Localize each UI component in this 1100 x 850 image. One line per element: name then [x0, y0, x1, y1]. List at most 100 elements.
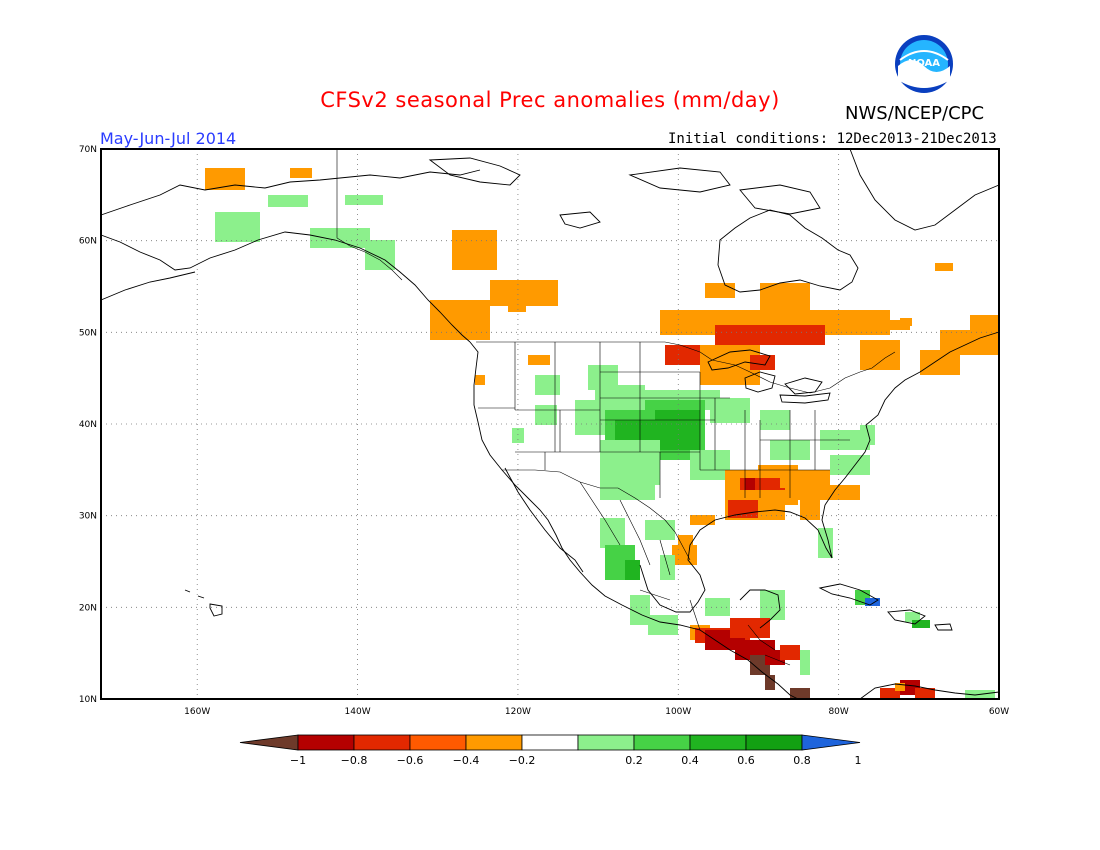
season-label: May-Jun-Jul 2014 — [100, 129, 237, 148]
anomaly-cell — [655, 410, 700, 450]
anomaly-cell — [535, 405, 557, 425]
anomaly-cell — [268, 195, 308, 207]
anomaly-cell — [818, 528, 833, 558]
anomaly-cell — [508, 300, 526, 312]
anomaly-cell — [715, 325, 825, 345]
colorbar-swatch — [465, 734, 523, 751]
anomaly-cell — [705, 283, 735, 298]
axis-labels: 160W 140W 120W 100W 80W 60W 70N 60N 50N 40N 30N 20N… — [79, 145, 1009, 717]
anomaly-cell — [625, 560, 640, 580]
colorbar-swatch — [353, 734, 411, 751]
map-frame — [100, 148, 1000, 700]
anomaly-cell — [730, 618, 770, 638]
anomaly-cell — [800, 500, 820, 520]
lat-tick-label: 20N — [79, 603, 97, 613]
colorbar-tick-label: −0.2 — [509, 754, 536, 767]
colorbar-tick-label: 0.6 — [737, 754, 755, 767]
anomaly-cell — [728, 500, 758, 518]
anomaly-cell — [672, 545, 697, 565]
anomaly-cell — [880, 688, 900, 699]
lon-tick-label: 120W — [505, 707, 531, 717]
colorbar-tick-label: 0.8 — [793, 754, 811, 767]
colorbar-swatch — [297, 734, 355, 751]
anomaly-cell — [705, 598, 730, 616]
colorbar-tick-label: 0.4 — [681, 754, 699, 767]
colorbar-swatch — [801, 734, 861, 751]
anomaly-cell — [690, 450, 730, 480]
anomaly-cell — [760, 410, 790, 430]
colorbar-swatch — [521, 734, 579, 751]
colorbar-tick-label: −0.8 — [341, 754, 368, 767]
anomaly-cell — [475, 375, 485, 385]
graticule — [101, 149, 999, 699]
lat-tick-label: 10N — [79, 695, 97, 705]
anomaly-cell — [915, 688, 935, 699]
anomaly-cell — [860, 425, 875, 445]
anomaly-cell — [690, 515, 715, 525]
anomaly-cell — [205, 168, 245, 190]
anomaly-cell — [912, 620, 930, 628]
anomaly-cell — [760, 283, 810, 313]
anomaly-cell — [630, 595, 650, 625]
anomaly-cell — [430, 300, 490, 340]
anomaly-cell — [600, 470, 655, 500]
lat-tick-label: 50N — [79, 328, 97, 338]
agency-label: NWS/NCEP/CPC — [845, 103, 985, 124]
noaa-logo: NOAA — [895, 35, 953, 93]
lat-tick-label: 40N — [79, 420, 97, 430]
colorbar-swatch — [577, 734, 635, 751]
anomaly-cell — [920, 350, 960, 375]
lat-tick-label: 30N — [79, 512, 97, 522]
anomaly-cell — [535, 375, 560, 395]
anomaly-cell — [780, 645, 800, 660]
anomaly-cell — [935, 263, 953, 271]
precipitation-anomaly-map: 160W 140W 120W 100W 80W 60W 70N 60N 50N 40N 30N 20N… — [79, 145, 1009, 717]
anomaly-cell — [310, 228, 370, 248]
anomaly-cell — [905, 612, 920, 622]
anomaly-cell — [345, 195, 383, 205]
colorbar-swatch — [689, 734, 747, 751]
anomaly-cell — [800, 650, 810, 675]
anomaly-cell — [710, 398, 750, 423]
chart-title: CFSv2 seasonal Prec anomalies (mm/day) — [0, 88, 1100, 112]
lat-tick-label: 70N — [79, 145, 97, 155]
anomaly-cell — [750, 355, 775, 370]
lon-tick-label: 80W — [828, 707, 848, 717]
colorbar-swatch — [745, 734, 803, 751]
anomaly-cell — [665, 345, 705, 365]
colorbar: −1 −0.8 −0.6 −0.4 −0.2 0.2 0.4 0.6 0.8 1 — [239, 734, 862, 767]
colorbar-swatch — [409, 734, 467, 751]
lon-tick-label: 140W — [345, 707, 371, 717]
anomaly-cell — [645, 520, 675, 540]
anomaly-cell — [452, 230, 497, 270]
lon-tick-label: 100W — [665, 707, 691, 717]
anomaly-cell — [512, 428, 524, 443]
anomaly-cell — [830, 455, 870, 475]
colorbar-tick-label: 1 — [855, 754, 862, 767]
colorbar-swatch — [239, 734, 299, 751]
political-borders — [336, 149, 896, 666]
lat-tick-label: 60N — [79, 237, 97, 247]
anomaly-cell — [290, 168, 312, 178]
colorbar-tick-label: −0.4 — [453, 754, 480, 767]
anomaly-cell — [830, 485, 860, 500]
coastlines — [100, 148, 1000, 700]
initial-conditions-label: Initial conditions: 12Dec2013-21Dec2013 — [668, 131, 997, 147]
colorbar-tick-label: −1 — [290, 754, 306, 767]
anomaly-cell — [790, 688, 810, 699]
anomaly-cell — [648, 615, 678, 635]
anomaly-cell — [865, 598, 880, 606]
anomaly-cell — [765, 675, 775, 690]
anomaly-cell — [528, 355, 550, 365]
anomaly-cell — [970, 315, 999, 330]
colorbar-tick-label: −0.6 — [397, 754, 424, 767]
colorbar-swatch — [633, 734, 691, 751]
anomaly-cell — [760, 590, 785, 620]
chart-title-text: CFSv2 seasonal Prec anomalies (mm/day) — [320, 88, 780, 112]
anomaly-cell — [365, 240, 395, 270]
lon-tick-label: 160W — [184, 707, 210, 717]
noaa-logo-text: NOAA — [908, 58, 940, 69]
anomaly-cell — [790, 470, 830, 500]
anomaly-cell — [215, 212, 260, 242]
